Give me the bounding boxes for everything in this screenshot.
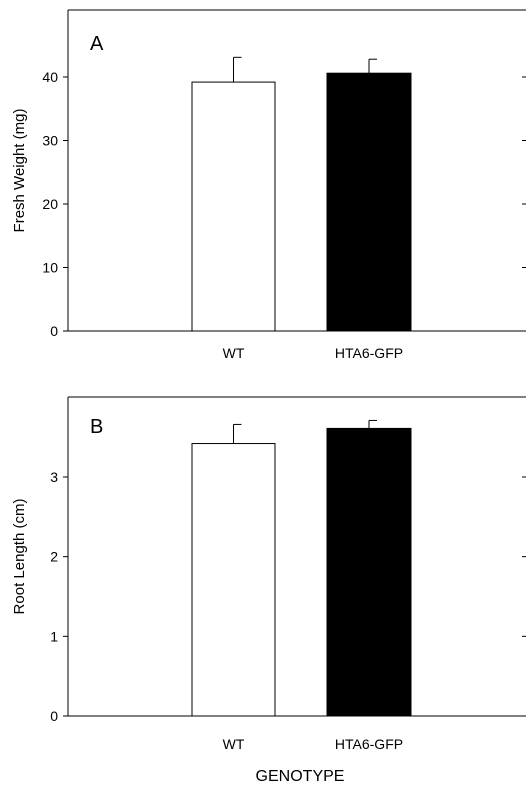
- category-label: HTA6-GFP: [335, 736, 403, 752]
- y-tick-label: 30: [42, 133, 58, 149]
- y-axis-label: Fresh Weight (mg): [11, 109, 28, 233]
- bar-wt: [191, 443, 276, 717]
- bar-hta6-gfp: [326, 427, 412, 717]
- y-tick-label: 3: [50, 469, 58, 485]
- category-label: WT: [223, 736, 245, 752]
- category-label: HTA6-GFP: [335, 345, 403, 361]
- category-label: WT: [223, 345, 245, 361]
- y-tick-label: 20: [42, 196, 58, 212]
- panel-b: 0 1 2 3 WT HTA6-GFP B Root Length (cm) GENOTYPE: [11, 396, 526, 785]
- panel-letter: A: [90, 33, 104, 55]
- panel-a: 0 10 20 30 40 WT HTA6-GFP A Fresh Weight (mg): [11, 9, 526, 361]
- y-tick-label: 0: [50, 708, 58, 724]
- y-tick-label: 2: [50, 549, 58, 565]
- bar-wt: [191, 81, 276, 332]
- bar-hta6-gfp: [326, 72, 412, 332]
- y-tick-label: 1: [50, 628, 58, 644]
- y-tick-label: 0: [50, 323, 58, 339]
- panel-letter: B: [90, 416, 103, 438]
- y-tick-label: 40: [42, 69, 58, 85]
- x-axis-title: GENOTYPE: [256, 768, 345, 785]
- y-tick-label: 10: [42, 260, 58, 276]
- y-axis-label: Root Length (cm): [11, 499, 28, 615]
